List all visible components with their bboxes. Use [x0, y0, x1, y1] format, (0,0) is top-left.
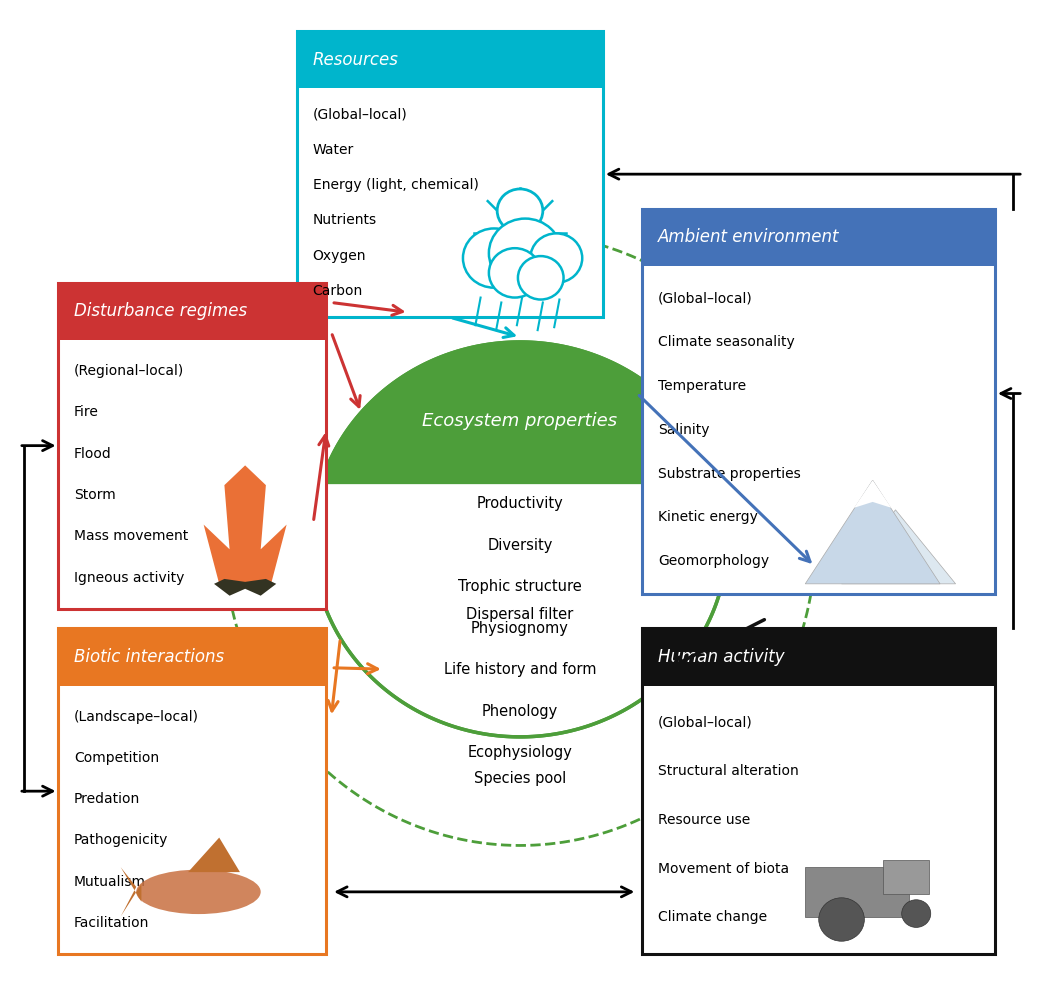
Circle shape — [530, 234, 582, 283]
Text: Trophic structure: Trophic structure — [459, 579, 581, 594]
Text: Diversity: Diversity — [488, 538, 552, 552]
FancyBboxPatch shape — [58, 283, 326, 609]
Polygon shape — [313, 342, 727, 737]
Text: Ambient environment: Ambient environment — [658, 229, 839, 247]
Polygon shape — [805, 480, 940, 584]
Text: Water: Water — [313, 143, 354, 157]
Text: Human activity: Human activity — [658, 647, 784, 666]
Text: (Global–local): (Global–local) — [658, 715, 753, 730]
Text: Phenology: Phenology — [482, 704, 558, 719]
Text: Ecosystem properties: Ecosystem properties — [422, 412, 618, 430]
FancyBboxPatch shape — [58, 629, 326, 954]
Text: (Regional–local): (Regional–local) — [74, 364, 184, 378]
Text: Flood: Flood — [74, 446, 111, 460]
Text: Salinity: Salinity — [658, 423, 709, 437]
Text: Movement of biota: Movement of biota — [658, 861, 789, 875]
Text: Structural alteration: Structural alteration — [658, 764, 799, 778]
Text: Species pool: Species pool — [474, 770, 566, 786]
FancyBboxPatch shape — [58, 283, 326, 340]
Ellipse shape — [136, 869, 261, 914]
Text: Fire: Fire — [74, 405, 99, 420]
Polygon shape — [214, 579, 277, 596]
Circle shape — [902, 900, 931, 928]
Text: Resources: Resources — [313, 50, 398, 68]
Text: (Landscape–local): (Landscape–local) — [74, 710, 199, 724]
Text: Climate change: Climate change — [658, 911, 768, 925]
FancyBboxPatch shape — [58, 629, 326, 685]
FancyBboxPatch shape — [297, 31, 603, 318]
Text: Igneous activity: Igneous activity — [74, 570, 184, 584]
Circle shape — [818, 898, 864, 941]
Circle shape — [463, 229, 525, 288]
Text: (Global–local): (Global–local) — [313, 108, 408, 122]
Text: Nutrients: Nutrients — [313, 214, 376, 228]
Text: Pathogenicity: Pathogenicity — [74, 834, 168, 847]
Polygon shape — [188, 838, 240, 872]
Polygon shape — [854, 480, 891, 508]
Text: Kinetic energy: Kinetic energy — [658, 510, 758, 525]
Polygon shape — [204, 465, 287, 584]
Text: Disturbance regimes: Disturbance regimes — [74, 302, 248, 321]
Polygon shape — [841, 510, 956, 584]
Text: Life history and form: Life history and form — [444, 662, 596, 677]
Text: Dispersal filter: Dispersal filter — [466, 607, 574, 622]
Text: Oxygen: Oxygen — [313, 248, 366, 262]
Text: Physiognomy: Physiognomy — [471, 621, 569, 636]
Text: Productivity: Productivity — [476, 496, 564, 512]
Text: Ecophysiology: Ecophysiology — [468, 745, 572, 760]
Text: Energy (light, chemical): Energy (light, chemical) — [313, 178, 478, 192]
FancyBboxPatch shape — [643, 209, 995, 594]
Circle shape — [497, 189, 543, 233]
Text: Competition: Competition — [74, 750, 159, 765]
Text: Mass movement: Mass movement — [74, 530, 188, 544]
Polygon shape — [321, 342, 719, 484]
Text: Facilitation: Facilitation — [74, 916, 150, 930]
Text: Geomorphology: Geomorphology — [658, 554, 769, 568]
FancyBboxPatch shape — [643, 209, 995, 266]
Polygon shape — [121, 867, 141, 917]
Text: Substrate properties: Substrate properties — [658, 466, 801, 480]
FancyBboxPatch shape — [297, 31, 603, 88]
Circle shape — [518, 256, 564, 300]
Text: Storm: Storm — [74, 488, 115, 502]
Circle shape — [489, 248, 541, 298]
FancyBboxPatch shape — [643, 629, 995, 685]
Text: Climate seasonality: Climate seasonality — [658, 336, 795, 349]
Circle shape — [489, 219, 562, 288]
Text: (Global–local): (Global–local) — [658, 292, 753, 306]
Text: Temperature: Temperature — [658, 379, 746, 393]
Text: Carbon: Carbon — [313, 284, 363, 298]
FancyBboxPatch shape — [805, 867, 909, 917]
Text: Mutualism: Mutualism — [74, 875, 146, 889]
FancyBboxPatch shape — [643, 629, 995, 954]
FancyBboxPatch shape — [883, 860, 929, 894]
Text: Predation: Predation — [74, 792, 140, 806]
Text: Resource use: Resource use — [658, 813, 750, 827]
Text: Biotic interactions: Biotic interactions — [74, 647, 224, 666]
